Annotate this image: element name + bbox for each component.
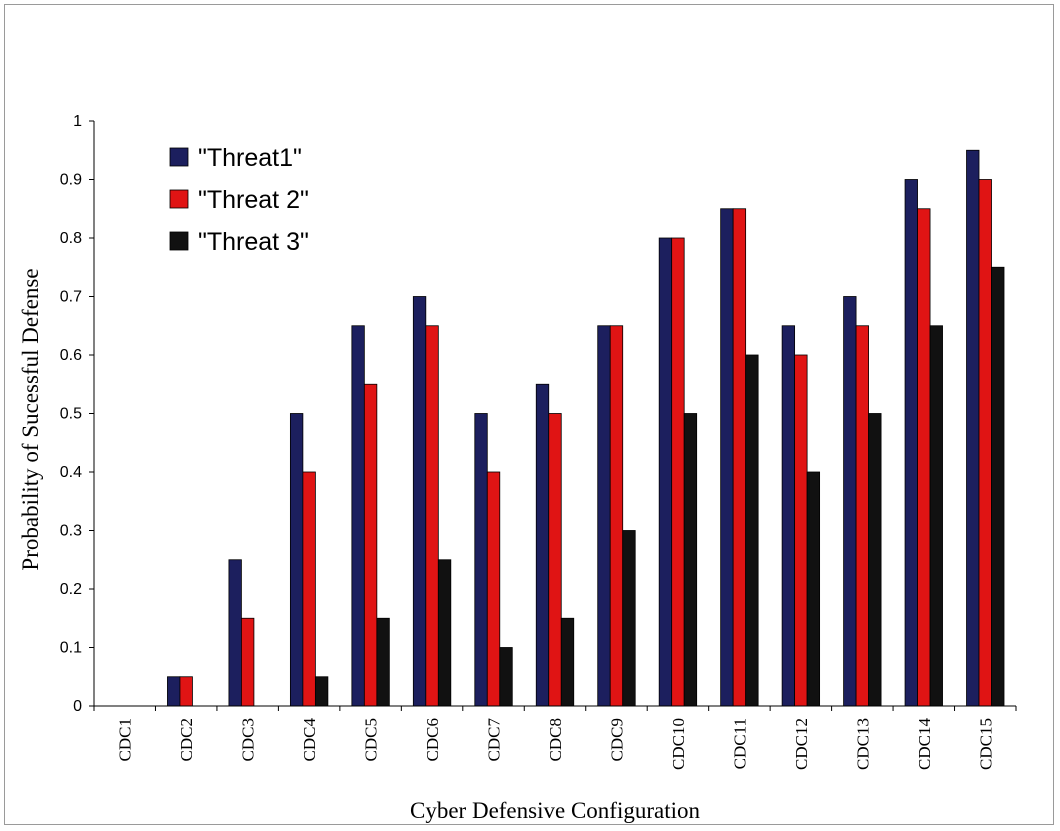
bar-cdc12-series-2: [794, 354, 808, 707]
bar-cdc6-series-2: [425, 325, 439, 707]
bar-cdc5-series-3: [376, 617, 390, 707]
x-tick-label: CDC1: [116, 718, 135, 761]
y-axis-ticks: 0 0.1 0.2 0.3 0.4 0.5 0.6 0.7 0.8 0.9 1: [60, 113, 94, 715]
bar-cdc9-series-1: [597, 325, 611, 707]
y-tick-label: 1: [73, 113, 82, 130]
bar-cdc2-series-2: [179, 676, 193, 707]
x-tick-label: CDC8: [546, 718, 565, 761]
bar-cdc12-series-1: [781, 325, 796, 707]
legend-swatch-series-2: [169, 189, 189, 209]
bar-cdc8-series-3: [560, 617, 575, 707]
bar-cdc14-series-1: [904, 179, 918, 707]
bar-cdc11-series-1: [720, 208, 734, 707]
bar-cdc5-series-2: [363, 383, 378, 707]
bar-cdc3-series-1: [228, 559, 242, 707]
x-axis-title: Cyber Defensive Configuration: [410, 798, 700, 823]
bar-cdc5-series-1: [351, 325, 365, 707]
x-tick-label: CDC5: [362, 718, 381, 761]
bar-cdc11-series-3: [745, 354, 759, 707]
bar-cdc13-series-3: [868, 413, 882, 707]
bar-cdc10-series-3: [683, 413, 698, 707]
y-tick-label: 0.5: [60, 406, 82, 423]
legend-swatch-series-3: [169, 231, 189, 251]
y-tick-label: 0.9: [60, 172, 82, 189]
bar-cdc8-series-1: [535, 383, 550, 707]
bar-cdc10-series-2: [671, 237, 685, 707]
legend-label-series-1: "Threat1": [198, 144, 302, 172]
x-tick-label: CDC12: [792, 718, 811, 770]
x-tick-label: CDC15: [976, 718, 995, 770]
bar-cdc4-series-1: [289, 413, 304, 707]
y-tick-label: 0.8: [60, 230, 82, 247]
bar-cdc2-series-1: [167, 676, 181, 707]
x-tick-label: CDC7: [485, 718, 504, 762]
y-tick-label: 0.4: [60, 464, 82, 481]
bar-cdc7-series-2: [486, 471, 501, 707]
x-tick-label: CDC14: [915, 718, 934, 770]
bar-cdc14-series-2: [917, 208, 931, 707]
x-tick-label: CDC2: [177, 718, 196, 761]
bar-cdc13-series-2: [855, 325, 869, 707]
y-tick-label: 0.2: [60, 581, 82, 598]
y-tick-label: 0.7: [60, 289, 82, 306]
bar-cdc11-series-2: [732, 208, 747, 707]
x-tick-label: CDC4: [300, 718, 319, 762]
bar-cdc9-series-2: [609, 325, 624, 707]
bar-cdc15-series-2: [978, 179, 992, 707]
bar-cdc3-series-2: [241, 617, 255, 707]
x-tick-label: CDC6: [423, 718, 442, 761]
bar-cdc14-series-3: [929, 325, 943, 707]
x-tick-label: CDC3: [239, 718, 258, 761]
category-labels: CDC1 CDC2 CDC3 CDC4 CDC5 CDC6 CDC7 CDC8 CDC9 CDC1…: [116, 718, 996, 770]
bar-cdc6-series-3: [437, 559, 452, 707]
bar-cdc4-series-3: [314, 676, 329, 707]
bar-cdc8-series-2: [548, 413, 562, 707]
legend: "Threat1" "Threat 2" "Threat 3": [169, 144, 309, 256]
bar-cdc4-series-2: [302, 471, 316, 707]
bar-cdc6-series-1: [412, 296, 427, 707]
bar-cdc10-series-1: [658, 237, 673, 707]
y-axis-title: Probability of Sucessful Defense: [18, 268, 43, 570]
bar-cdc7-series-1: [474, 413, 488, 707]
x-tick-label: CDC13: [853, 718, 872, 770]
x-tick-label: CDC9: [607, 718, 626, 761]
y-tick-label: 0.3: [60, 523, 82, 540]
bar-cdc12-series-3: [806, 471, 821, 707]
x-axis-ticks: [93, 706, 1017, 711]
y-tick-label: 0.1: [60, 640, 82, 657]
bar-cdc15-series-3: [991, 266, 1005, 707]
legend-swatch-series-1: [169, 147, 189, 167]
y-tick-label: 0.6: [60, 347, 82, 364]
x-tick-label: CDC11: [730, 718, 749, 769]
legend-label-series-2: "Threat 2": [198, 186, 309, 214]
bar-cdc13-series-1: [843, 296, 857, 707]
bar-cdc9-series-3: [622, 530, 636, 707]
bar-cdc7-series-3: [499, 647, 513, 707]
x-tick-label: CDC10: [669, 718, 688, 770]
legend-label-series-3: "Threat 3": [198, 228, 309, 256]
bar-cdc15-series-1: [966, 149, 980, 707]
y-tick-label: 0: [73, 698, 82, 715]
